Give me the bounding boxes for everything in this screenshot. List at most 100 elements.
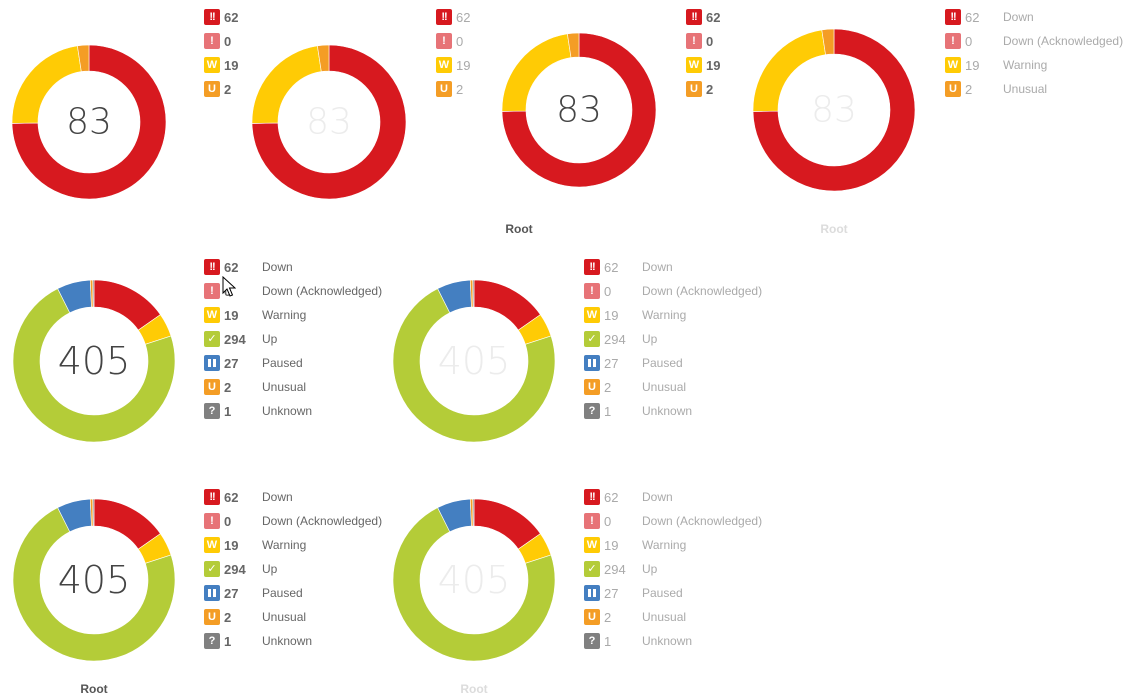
slice-up[interactable] bbox=[12, 288, 176, 443]
legend-item-warning[interactable]: W 19 Warning bbox=[584, 307, 686, 323]
legend-item-down[interactable]: !! 62 Down bbox=[204, 489, 293, 505]
slice-up[interactable] bbox=[392, 507, 556, 662]
legend-count: 2 bbox=[224, 81, 232, 97]
legend-item-down[interactable]: !! 62 Down bbox=[945, 9, 1034, 25]
legend-count: 294 bbox=[224, 561, 246, 577]
legend-count: 62 bbox=[456, 9, 471, 25]
slice-down[interactable] bbox=[251, 44, 407, 200]
legend-item-warning[interactable]: W 19 Warning bbox=[584, 537, 686, 553]
legend-label: Warning bbox=[1003, 58, 1048, 72]
paused-status-icon bbox=[584, 585, 600, 601]
legend-count: 27 bbox=[604, 585, 619, 601]
legend-count: 62 bbox=[965, 9, 980, 25]
down-ack-status-icon: ! bbox=[584, 283, 600, 299]
donut-chart: 83 bbox=[11, 44, 167, 200]
slice-unknown[interactable] bbox=[92, 498, 95, 527]
up-status-icon: ✓ bbox=[584, 561, 600, 577]
down-status-icon: !! bbox=[584, 489, 600, 505]
unknown-status-icon: ? bbox=[204, 633, 220, 649]
total-count: 405 bbox=[438, 339, 511, 383]
legend-item-down_ack[interactable]: ! 0 bbox=[204, 33, 258, 49]
down-status-icon: !! bbox=[204, 9, 220, 25]
slice-unusual[interactable] bbox=[821, 28, 835, 55]
up-status-icon: ✓ bbox=[584, 331, 600, 347]
legend-count: 2 bbox=[604, 609, 612, 625]
down-status-icon: !! bbox=[204, 259, 220, 275]
legend-item-unusual[interactable]: U 2 Unusual bbox=[584, 609, 686, 625]
slice-down[interactable] bbox=[752, 28, 916, 192]
legend-item-down[interactable]: !! 62 Down bbox=[584, 259, 673, 275]
legend-item-unknown[interactable]: ? 1 Unknown bbox=[204, 633, 312, 649]
legend-item-paused[interactable]: 27 Paused bbox=[204, 355, 303, 371]
legend-item-up[interactable]: ✓ 294 Up bbox=[584, 561, 657, 577]
legend-item-paused[interactable]: 27 Paused bbox=[584, 585, 683, 601]
legend-item-warning[interactable]: W 19 Warning bbox=[204, 307, 306, 323]
legend-item-up[interactable]: ✓ 294 Up bbox=[204, 561, 277, 577]
legend-item-down[interactable]: !! 62 bbox=[436, 9, 490, 25]
legend-item-paused[interactable]: 27 Paused bbox=[584, 355, 683, 371]
legend-item-down[interactable]: !! 62 Down bbox=[204, 259, 293, 275]
legend-count: 2 bbox=[224, 379, 232, 395]
legend-item-up[interactable]: ✓ 294 Up bbox=[204, 331, 277, 347]
legend-item-warning[interactable]: W 19 Warning bbox=[204, 537, 306, 553]
legend-item-unknown[interactable]: ? 1 Unknown bbox=[584, 403, 692, 419]
down-status-icon: !! bbox=[945, 9, 961, 25]
legend-label: Down bbox=[642, 260, 673, 274]
legend-item-down_ack[interactable]: !0 Down (Acknowledged) bbox=[945, 33, 1123, 49]
legend-item-down_ack[interactable]: !0 Down (Acknowledged) bbox=[584, 283, 762, 299]
legend-item-down_ack[interactable]: !0 Down (Acknowledged) bbox=[584, 513, 762, 529]
legend-item-unknown[interactable]: ? 1 Unknown bbox=[204, 403, 312, 419]
legend-label: Up bbox=[642, 562, 658, 576]
unusual-status-icon: U bbox=[436, 81, 452, 97]
legend-count: 2 bbox=[965, 81, 973, 97]
legend-item-down_ack[interactable]: ! 0 bbox=[686, 33, 740, 49]
warning-status-icon: W bbox=[436, 57, 452, 73]
legend-count: 19 bbox=[456, 57, 471, 73]
legend-count: 1 bbox=[224, 403, 232, 419]
legend-item-down_ack[interactable]: ! 0 bbox=[436, 33, 490, 49]
down-ack-status-icon: ! bbox=[945, 33, 961, 49]
slice-unusual[interactable] bbox=[77, 44, 90, 72]
gauge-g2: 83 bbox=[251, 44, 407, 200]
warning-status-icon: W bbox=[945, 57, 961, 73]
legend-item-warning[interactable]: W 19 bbox=[436, 57, 490, 73]
slice-down[interactable] bbox=[501, 32, 657, 188]
slice-unknown[interactable] bbox=[92, 279, 95, 308]
slice-unusual[interactable] bbox=[567, 32, 580, 58]
legend-count: 2 bbox=[456, 81, 464, 97]
legend-item-up[interactable]: ✓ 294 Up bbox=[584, 331, 657, 347]
legend-item-down_ack[interactable]: !0 Down (Acknowledged) bbox=[204, 513, 382, 529]
legend-item-paused[interactable]: 27 Paused bbox=[204, 585, 303, 601]
slice-unknown[interactable] bbox=[472, 279, 475, 308]
warning-status-icon: W bbox=[204, 537, 220, 553]
slice-up[interactable] bbox=[392, 288, 556, 443]
legend-label: Down bbox=[1003, 10, 1034, 24]
legend-item-warning[interactable]: W 19 bbox=[686, 57, 740, 73]
legend-item-down[interactable]: !! 62 bbox=[204, 9, 258, 25]
unusual-status-icon: U bbox=[584, 379, 600, 395]
legend-label: Unusual bbox=[642, 610, 687, 624]
legend-item-down[interactable]: !! 62 Down bbox=[584, 489, 673, 505]
gauge-caption: Root bbox=[505, 222, 533, 236]
legend-item-unknown[interactable]: ? 1 Unknown bbox=[584, 633, 692, 649]
legend-item-unusual[interactable]: U 2 Unusual bbox=[204, 379, 306, 395]
legend-label: Warning bbox=[262, 308, 307, 322]
legend-item-unusual[interactable]: U 2 Unusual bbox=[584, 379, 686, 395]
legend-count: 0 bbox=[224, 33, 232, 49]
legend-label: Down (Acknowledged) bbox=[262, 514, 383, 528]
legend-item-unusual[interactable]: U 2 Unusual bbox=[945, 81, 1047, 97]
legend-item-warning[interactable]: W 19 bbox=[204, 57, 258, 73]
slice-unusual[interactable] bbox=[317, 44, 330, 72]
legend-item-down[interactable]: !! 62 bbox=[686, 9, 740, 25]
legend-item-warning[interactable]: W 19 Warning bbox=[945, 57, 1047, 73]
legend-item-unusual[interactable]: U 2 Unusual bbox=[204, 609, 306, 625]
legend-count: 1 bbox=[604, 403, 612, 419]
slice-down[interactable] bbox=[11, 44, 167, 200]
slice-unknown[interactable] bbox=[472, 498, 475, 527]
legend-count: 27 bbox=[224, 355, 239, 371]
up-status-icon: ✓ bbox=[204, 331, 220, 347]
slice-up[interactable] bbox=[12, 507, 176, 662]
